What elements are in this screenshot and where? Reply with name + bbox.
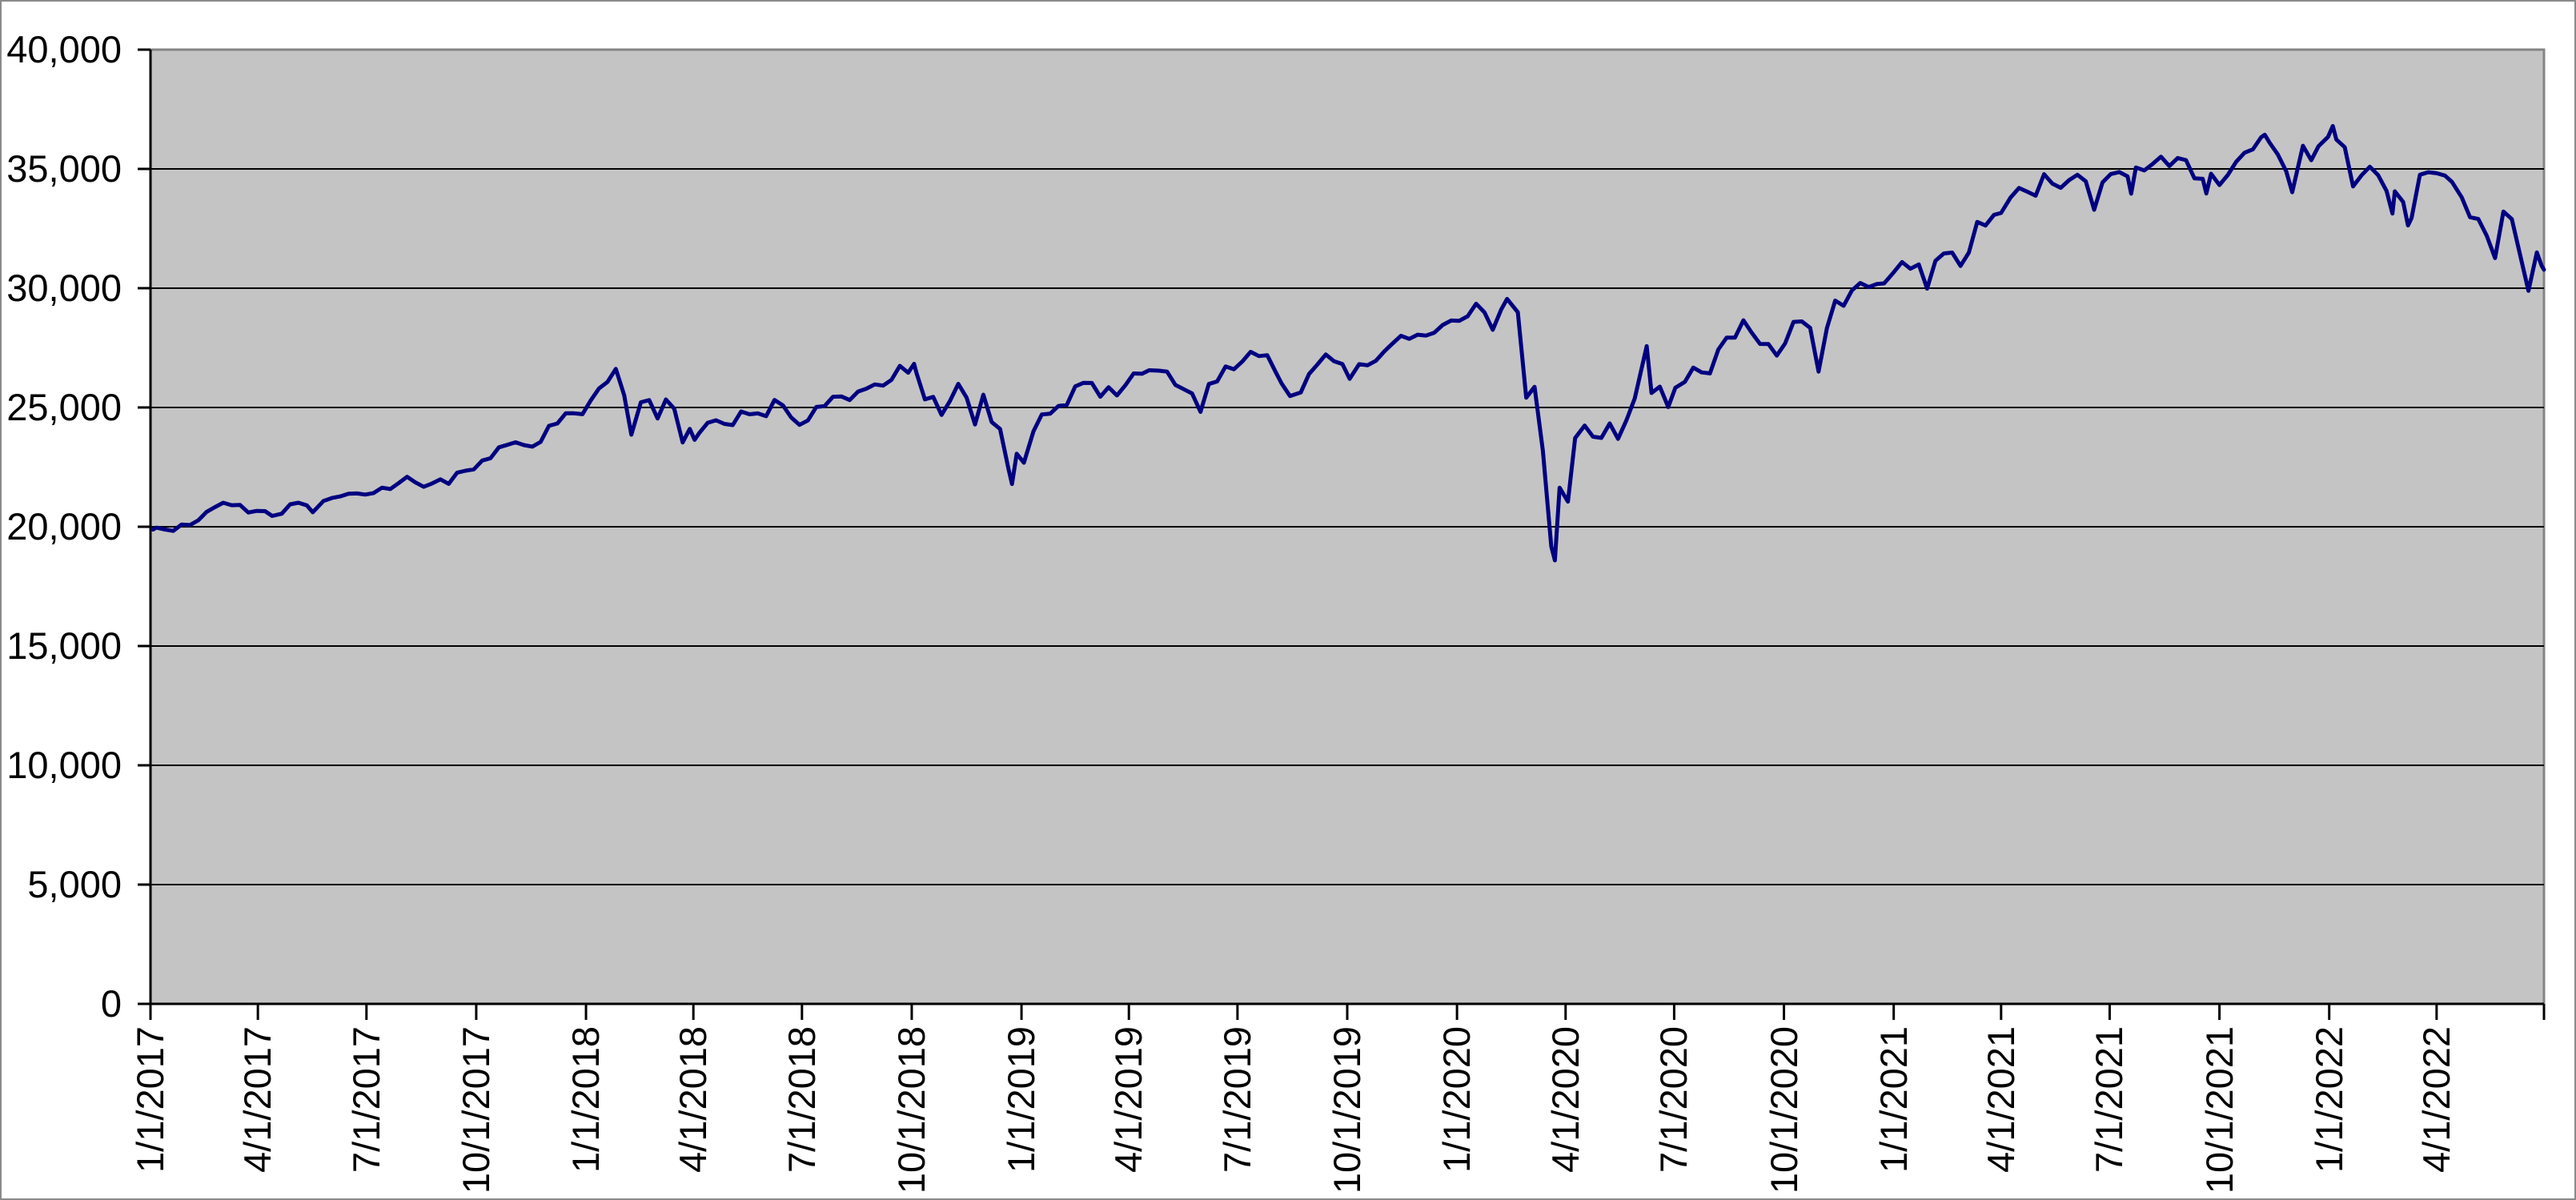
y-axis-label-40000: 40,000 xyxy=(6,28,122,70)
x-axis-label-10-1-2020: 10/1/2020 xyxy=(1762,1026,1805,1194)
x-axis-label-1-1-2022: 1/1/2022 xyxy=(2307,1026,2350,1173)
x-axis-label-10-1-2018: 10/1/2018 xyxy=(889,1026,933,1194)
axis-lines xyxy=(149,50,2544,1005)
x-axis-label-7-1-2017: 7/1/2017 xyxy=(344,1026,387,1173)
x-axis-label-4-1-2022: 4/1/2022 xyxy=(2414,1026,2458,1173)
x-axis-label-10-1-2017: 10/1/2017 xyxy=(454,1026,497,1194)
x-axis-label-4-1-2019: 4/1/2019 xyxy=(1107,1026,1150,1173)
x-axis-label-4-1-2018: 4/1/2018 xyxy=(672,1026,715,1173)
y-axis-label-20000: 20,000 xyxy=(6,505,122,548)
x-axis-label-7-1-2019: 7/1/2019 xyxy=(1215,1026,1258,1173)
x-axis-label-4-1-2020: 4/1/2020 xyxy=(1543,1026,1587,1173)
y-axis-label-0: 0 xyxy=(100,982,122,1025)
y-axis-label-5000: 5,000 xyxy=(27,863,122,905)
line-series-series-1 xyxy=(150,123,2546,563)
x-axis-label-1-1-2018: 1/1/2018 xyxy=(564,1026,608,1173)
x-axis-label-7-1-2021: 7/1/2021 xyxy=(2088,1026,2131,1173)
x-axis-label-7-1-2018: 7/1/2018 xyxy=(780,1026,823,1173)
y-axis-label-35000: 35,000 xyxy=(6,147,122,190)
x-axis-label-1-1-2019: 1/1/2019 xyxy=(1000,1026,1043,1173)
x-axis-label-4-1-2017: 4/1/2017 xyxy=(236,1026,279,1173)
x-axis-label-10-1-2021: 10/1/2021 xyxy=(2197,1026,2241,1194)
x-axis-label-1-1-2021: 1/1/2021 xyxy=(1872,1026,1915,1173)
y-axis-label-15000: 15,000 xyxy=(6,624,122,667)
x-axis-label-10-1-2019: 10/1/2019 xyxy=(1326,1026,1368,1194)
y-axis-label-10000: 10,000 xyxy=(6,744,122,786)
x-axis-label-7-1-2020: 7/1/2020 xyxy=(1652,1026,1695,1173)
axis-ticks xyxy=(138,48,2546,1020)
x-axis-label-1-1-2020: 1/1/2020 xyxy=(1435,1026,1479,1173)
y-axis-label-30000: 30,000 xyxy=(6,267,122,309)
x-axis-label-4-1-2021: 4/1/2021 xyxy=(1979,1026,2022,1173)
x-axis-label-1-1-2017: 1/1/2017 xyxy=(129,1026,171,1173)
series-lines xyxy=(150,123,2546,563)
y-axis-label-25000: 25,000 xyxy=(6,386,122,428)
